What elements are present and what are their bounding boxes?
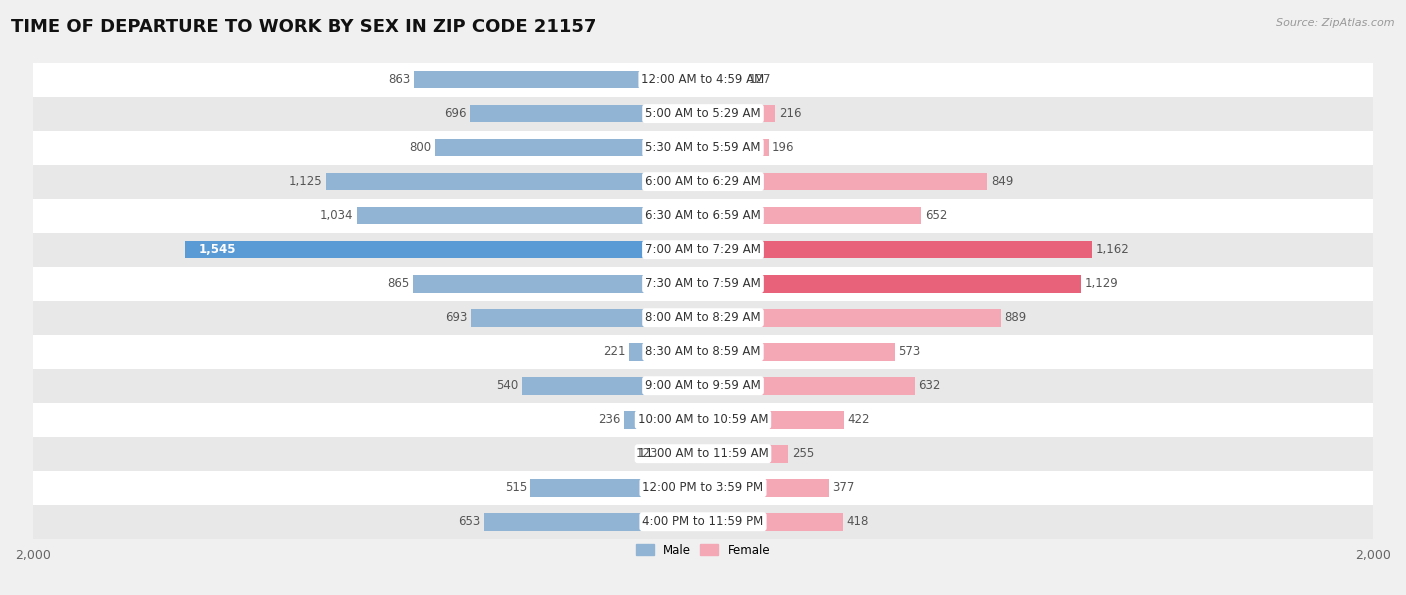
Text: 800: 800 bbox=[409, 141, 432, 154]
Bar bbox=[703, 377, 915, 394]
Text: 8:00 AM to 8:29 AM: 8:00 AM to 8:29 AM bbox=[645, 311, 761, 324]
Bar bbox=[32, 437, 1374, 471]
Text: 236: 236 bbox=[598, 413, 620, 426]
Text: 8:30 AM to 8:59 AM: 8:30 AM to 8:59 AM bbox=[645, 345, 761, 358]
Bar bbox=[662, 445, 703, 462]
Bar bbox=[703, 241, 1092, 258]
Bar bbox=[522, 377, 703, 394]
Text: 1,545: 1,545 bbox=[198, 243, 236, 256]
Text: 1,162: 1,162 bbox=[1095, 243, 1129, 256]
Text: 12:00 AM to 4:59 AM: 12:00 AM to 4:59 AM bbox=[641, 73, 765, 86]
Bar bbox=[703, 71, 745, 89]
Text: 1,129: 1,129 bbox=[1084, 277, 1118, 290]
Legend: Male, Female: Male, Female bbox=[631, 539, 775, 562]
Text: TIME OF DEPARTURE TO WORK BY SEX IN ZIP CODE 21157: TIME OF DEPARTURE TO WORK BY SEX IN ZIP … bbox=[11, 18, 596, 36]
Bar bbox=[703, 173, 987, 190]
Text: 11:00 AM to 11:59 AM: 11:00 AM to 11:59 AM bbox=[638, 447, 768, 460]
Text: 632: 632 bbox=[918, 379, 941, 392]
Bar bbox=[326, 173, 703, 190]
Text: 216: 216 bbox=[779, 107, 801, 120]
Bar bbox=[484, 513, 703, 531]
Bar bbox=[703, 513, 844, 531]
Text: 696: 696 bbox=[444, 107, 467, 120]
Text: 12:00 PM to 3:59 PM: 12:00 PM to 3:59 PM bbox=[643, 481, 763, 494]
Text: 422: 422 bbox=[848, 413, 870, 426]
Bar bbox=[32, 369, 1374, 403]
Bar bbox=[703, 411, 845, 428]
Text: 10:00 AM to 10:59 AM: 10:00 AM to 10:59 AM bbox=[638, 413, 768, 426]
Text: 6:00 AM to 6:29 AM: 6:00 AM to 6:29 AM bbox=[645, 175, 761, 188]
Bar bbox=[434, 139, 703, 156]
Bar bbox=[32, 131, 1374, 165]
Bar bbox=[703, 139, 769, 156]
Text: 123: 123 bbox=[636, 447, 658, 460]
Bar bbox=[624, 411, 703, 428]
Text: 9:00 AM to 9:59 AM: 9:00 AM to 9:59 AM bbox=[645, 379, 761, 392]
Text: 515: 515 bbox=[505, 481, 527, 494]
Bar bbox=[357, 207, 703, 224]
Bar bbox=[413, 71, 703, 89]
Bar bbox=[32, 300, 1374, 334]
Bar bbox=[32, 403, 1374, 437]
Bar bbox=[703, 479, 830, 497]
Text: 865: 865 bbox=[388, 277, 409, 290]
Bar bbox=[32, 62, 1374, 96]
Bar bbox=[471, 309, 703, 327]
Bar bbox=[413, 275, 703, 293]
Text: 221: 221 bbox=[603, 345, 626, 358]
Text: 377: 377 bbox=[832, 481, 855, 494]
Text: 7:30 AM to 7:59 AM: 7:30 AM to 7:59 AM bbox=[645, 277, 761, 290]
Text: 863: 863 bbox=[388, 73, 411, 86]
Bar bbox=[703, 275, 1081, 293]
Text: 7:00 AM to 7:29 AM: 7:00 AM to 7:29 AM bbox=[645, 243, 761, 256]
Bar bbox=[703, 207, 921, 224]
Bar bbox=[530, 479, 703, 497]
Text: 1,034: 1,034 bbox=[319, 209, 353, 222]
Bar bbox=[32, 471, 1374, 505]
Text: 1,125: 1,125 bbox=[290, 175, 323, 188]
Text: 4:00 PM to 11:59 PM: 4:00 PM to 11:59 PM bbox=[643, 515, 763, 528]
Bar bbox=[32, 233, 1374, 267]
Text: 196: 196 bbox=[772, 141, 794, 154]
Text: 255: 255 bbox=[792, 447, 814, 460]
Bar bbox=[703, 445, 789, 462]
Bar bbox=[32, 96, 1374, 131]
Text: Source: ZipAtlas.com: Source: ZipAtlas.com bbox=[1277, 18, 1395, 28]
Bar bbox=[32, 267, 1374, 300]
Text: 693: 693 bbox=[446, 311, 467, 324]
Text: 849: 849 bbox=[991, 175, 1014, 188]
Bar bbox=[703, 105, 775, 123]
Bar bbox=[32, 165, 1374, 199]
Bar bbox=[470, 105, 703, 123]
Text: 573: 573 bbox=[898, 345, 921, 358]
Text: 889: 889 bbox=[1004, 311, 1026, 324]
Text: 653: 653 bbox=[458, 515, 481, 528]
Bar bbox=[703, 343, 896, 361]
Bar bbox=[703, 309, 1001, 327]
Text: 418: 418 bbox=[846, 515, 869, 528]
Text: 127: 127 bbox=[749, 73, 772, 86]
Bar bbox=[628, 343, 703, 361]
Bar bbox=[186, 241, 703, 258]
Bar bbox=[32, 505, 1374, 538]
Text: 652: 652 bbox=[925, 209, 948, 222]
Text: 6:30 AM to 6:59 AM: 6:30 AM to 6:59 AM bbox=[645, 209, 761, 222]
Text: 5:00 AM to 5:29 AM: 5:00 AM to 5:29 AM bbox=[645, 107, 761, 120]
Text: 540: 540 bbox=[496, 379, 519, 392]
Bar bbox=[32, 199, 1374, 233]
Bar bbox=[32, 334, 1374, 369]
Text: 5:30 AM to 5:59 AM: 5:30 AM to 5:59 AM bbox=[645, 141, 761, 154]
